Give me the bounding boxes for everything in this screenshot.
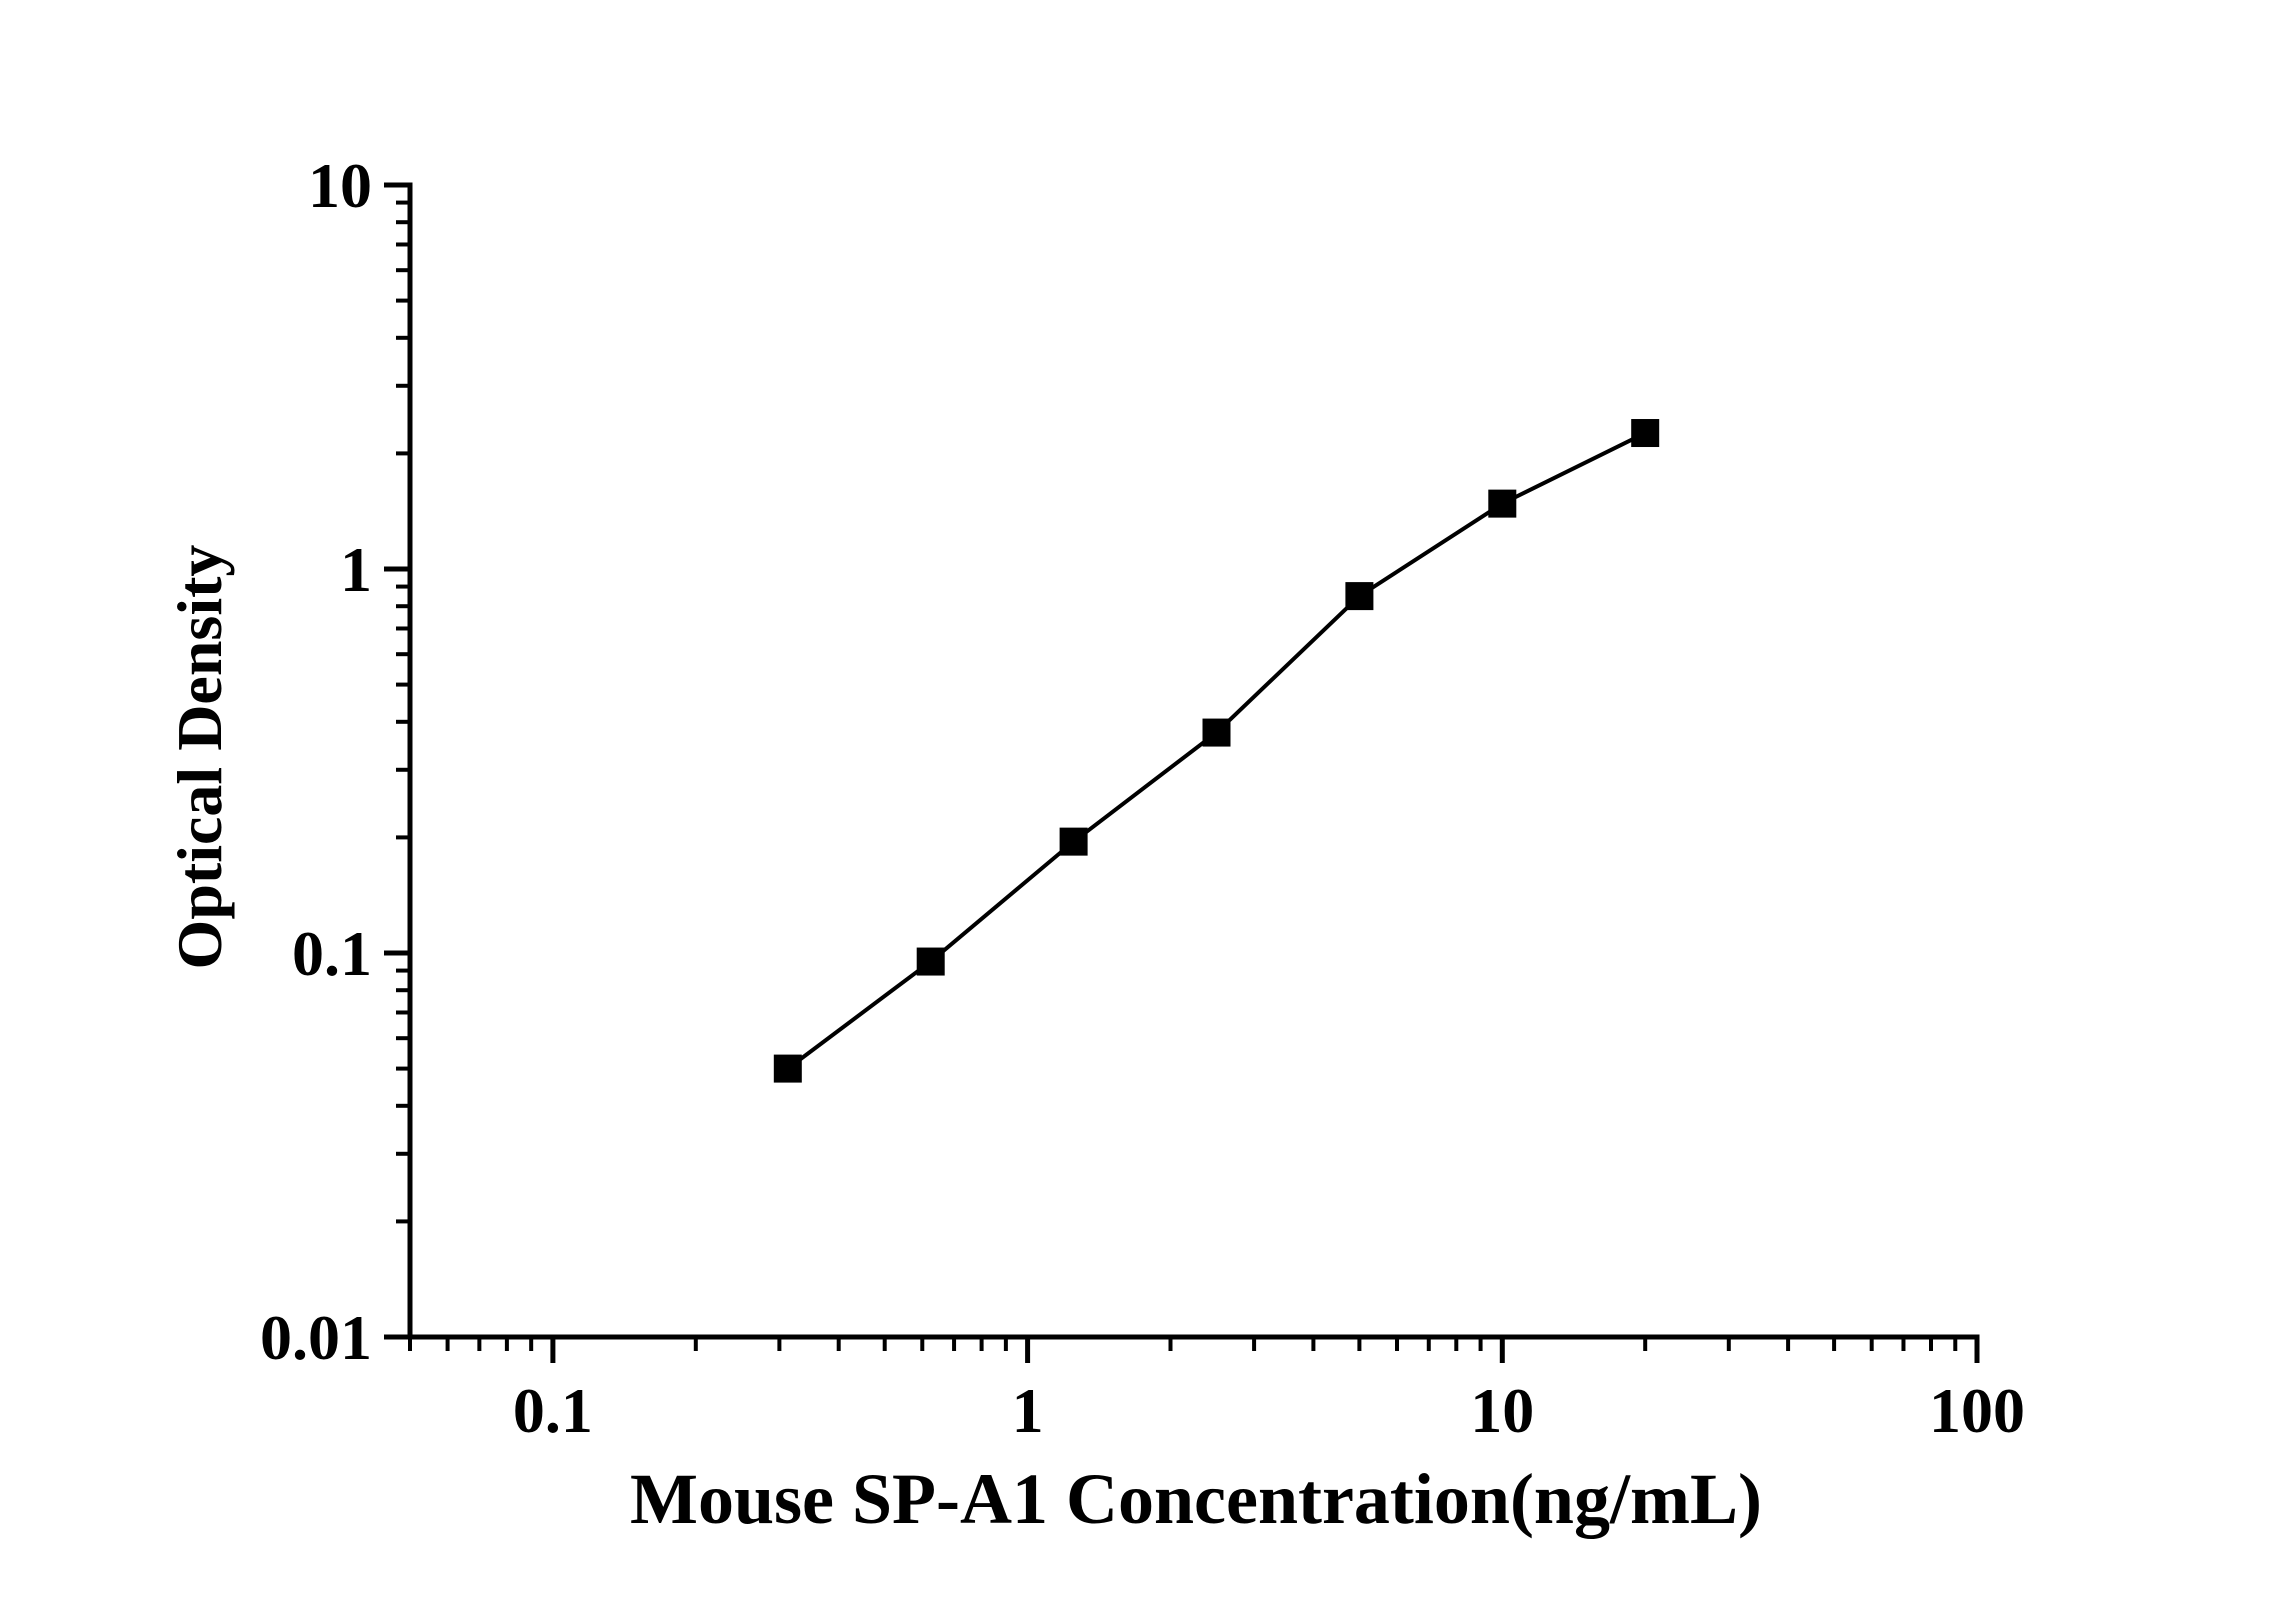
data-point-marker	[916, 947, 945, 976]
y-axis-title: Optical Density	[164, 544, 235, 970]
x-axis-title: Mouse SP-A1 Concentration(ng/mL)	[630, 1459, 1762, 1539]
data-point-marker	[1345, 582, 1374, 611]
y-tick-label: 0.01	[260, 1302, 372, 1373]
data-point-marker	[1488, 489, 1517, 518]
y-tick-label: 0.1	[292, 918, 372, 989]
y-tick-label: 1	[340, 534, 372, 605]
x-tick-label: 10	[1470, 1375, 1534, 1446]
data-point-marker	[1631, 419, 1660, 448]
x-tick-label: 0.1	[513, 1375, 593, 1446]
y-tick-label: 10	[308, 150, 372, 221]
x-tick-label: 1	[1012, 1375, 1044, 1446]
data-point-marker	[1202, 718, 1231, 747]
data-point-marker	[773, 1054, 802, 1083]
standard-curve-line	[786, 431, 1647, 1071]
data-point-marker	[1059, 827, 1088, 856]
x-tick-label: 100	[1929, 1375, 2025, 1446]
